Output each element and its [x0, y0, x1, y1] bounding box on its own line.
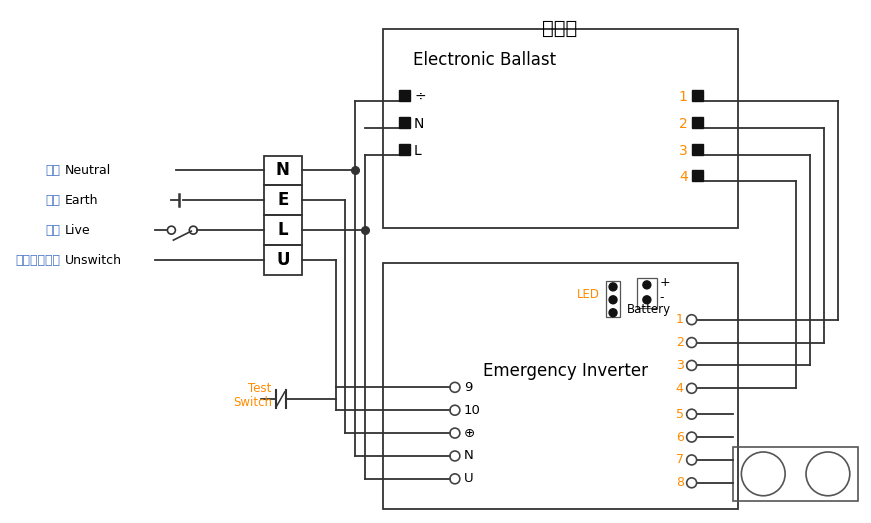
- Text: U: U: [464, 472, 474, 485]
- Text: U: U: [276, 251, 289, 269]
- Bar: [692, 117, 703, 128]
- Text: 3: 3: [679, 144, 687, 157]
- Bar: [733, 447, 858, 501]
- Text: Test: Test: [248, 382, 272, 395]
- Text: 10: 10: [464, 404, 481, 417]
- Text: ÷: ÷: [414, 90, 426, 104]
- Text: 2: 2: [676, 336, 684, 349]
- Text: 5: 5: [676, 408, 684, 420]
- Text: Electronic Ballast: Electronic Ballast: [413, 51, 557, 69]
- Text: N: N: [276, 162, 290, 179]
- Bar: [399, 90, 410, 101]
- Bar: [606, 281, 620, 317]
- Text: 不经开关火线: 不经开关火线: [15, 254, 60, 267]
- Text: 9: 9: [464, 381, 472, 394]
- Text: 6: 6: [676, 430, 684, 444]
- Bar: [264, 186, 301, 215]
- Circle shape: [609, 296, 617, 304]
- Text: 4: 4: [679, 170, 687, 185]
- Bar: [383, 29, 739, 228]
- Text: N: N: [414, 117, 424, 131]
- Text: Live: Live: [65, 224, 91, 237]
- Bar: [692, 90, 703, 101]
- Bar: [383, 263, 739, 509]
- Bar: [264, 215, 301, 245]
- Bar: [399, 117, 410, 128]
- Bar: [264, 155, 301, 186]
- Text: Neutral: Neutral: [65, 164, 111, 177]
- Text: 接线图: 接线图: [542, 19, 577, 38]
- Text: ⊕: ⊕: [464, 427, 475, 440]
- Text: Unswitch: Unswitch: [65, 254, 122, 267]
- Text: Earth: Earth: [65, 194, 98, 207]
- Text: 中线: 中线: [45, 164, 60, 177]
- Text: L: L: [414, 144, 422, 157]
- Circle shape: [643, 296, 651, 304]
- Bar: [399, 144, 410, 155]
- Text: Emergency Inverter: Emergency Inverter: [483, 362, 648, 380]
- Text: E: E: [277, 191, 288, 209]
- Text: +: +: [660, 276, 671, 289]
- Text: 1: 1: [679, 90, 687, 104]
- Text: 4: 4: [676, 382, 684, 395]
- Circle shape: [609, 283, 617, 291]
- Text: 8: 8: [676, 476, 684, 490]
- Text: 7: 7: [676, 453, 684, 467]
- Circle shape: [609, 309, 617, 317]
- Bar: [264, 245, 301, 275]
- Circle shape: [643, 281, 651, 289]
- Text: 1: 1: [676, 313, 684, 326]
- Text: N: N: [464, 449, 474, 462]
- Text: Battery: Battery: [627, 303, 671, 316]
- Text: LED: LED: [577, 288, 600, 301]
- Bar: [637, 278, 657, 308]
- Bar: [692, 144, 703, 155]
- Text: 地线: 地线: [45, 194, 60, 207]
- Text: Switch: Switch: [233, 396, 272, 409]
- Text: L: L: [278, 221, 288, 239]
- Text: 火线: 火线: [45, 224, 60, 237]
- Bar: [692, 170, 703, 181]
- Text: -: -: [660, 291, 665, 304]
- Text: 2: 2: [679, 117, 687, 131]
- Text: 3: 3: [676, 359, 684, 372]
